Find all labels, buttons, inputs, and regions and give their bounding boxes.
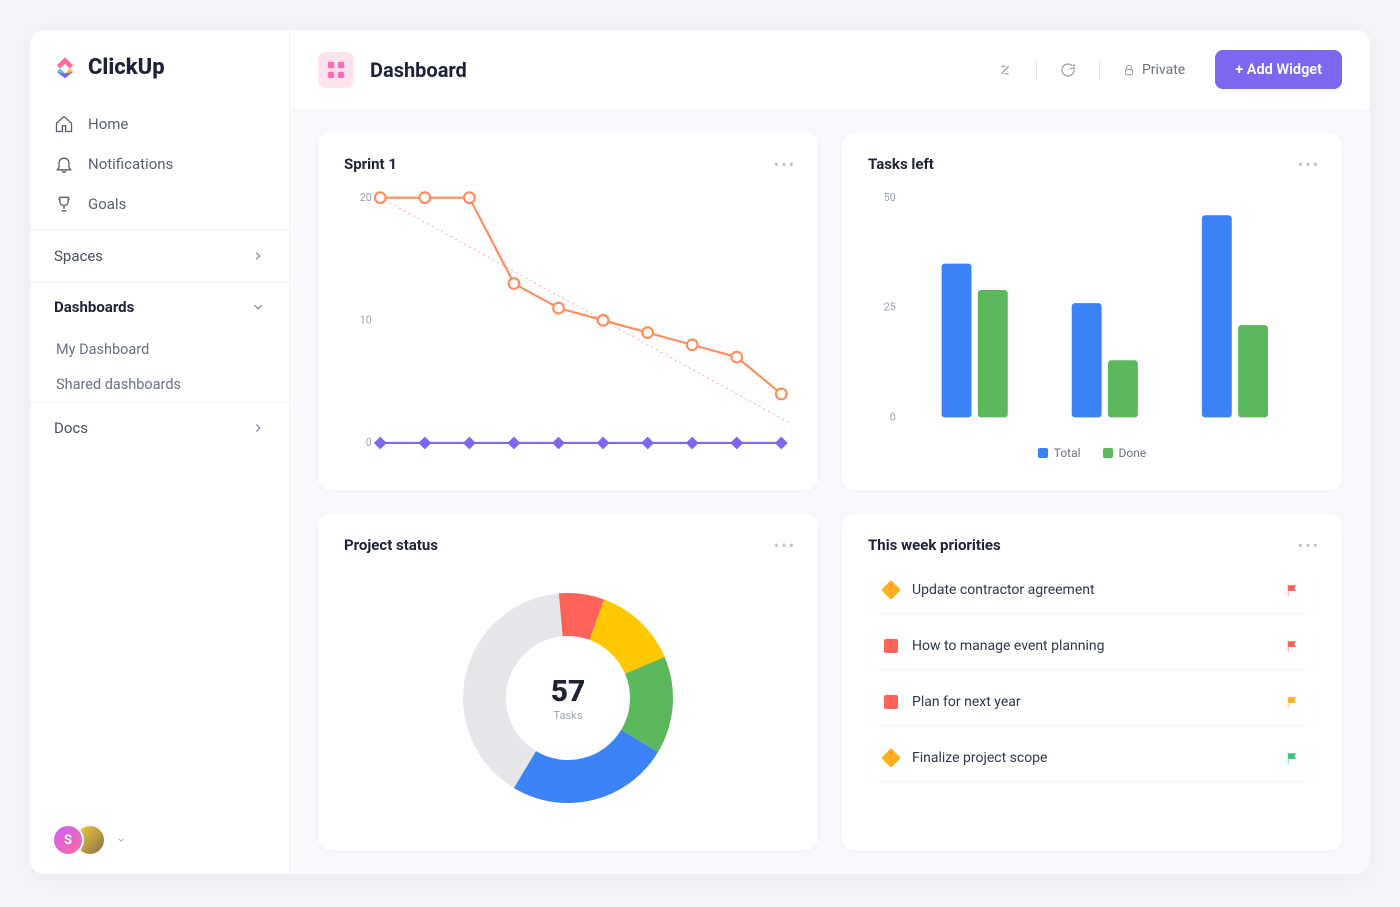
sidebar-item-goals[interactable]: Goals: [30, 184, 289, 224]
priority-marker-icon: [884, 639, 898, 653]
priority-text: Finalize project scope: [912, 750, 1271, 766]
priority-text: Plan for next year: [912, 694, 1271, 710]
svg-text:0: 0: [366, 436, 372, 449]
chevron-right-icon: [251, 249, 265, 263]
sidebar-item-label: Notifications: [88, 155, 173, 173]
legend-item: Total: [1038, 446, 1081, 460]
dashboard-grid: ••• Sprint 1 0 10 20 ••• Tasks left 0 25 50 …: [290, 109, 1370, 874]
svg-text:25: 25: [884, 301, 896, 314]
sidebar-item-notifications[interactable]: Notifications: [30, 144, 289, 184]
section-label: Dashboards: [54, 298, 134, 316]
donut-wrap: 57 Tasks: [344, 568, 792, 828]
brand-name: ClickUp: [88, 55, 165, 80]
card-menu-icon[interactable]: •••: [1298, 155, 1320, 174]
trophy-icon: [54, 194, 74, 214]
chevron-down-icon: [251, 300, 265, 314]
sidebar-section-head-spaces[interactable]: Spaces: [30, 231, 289, 281]
svg-text:20: 20: [360, 191, 372, 204]
sidebar-section-head-docs[interactable]: Docs: [30, 403, 289, 453]
card-tasks-left: ••• Tasks left 0 25 50 Total Done: [842, 133, 1342, 490]
card-title: This week priorities: [868, 536, 1316, 554]
chevron-right-icon: [251, 421, 265, 435]
brand-logo[interactable]: ClickUp: [30, 30, 289, 98]
donut-center: 57 Tasks: [551, 674, 586, 722]
sidebar-section-docs: Docs: [30, 402, 289, 453]
section-label: Spaces: [54, 247, 103, 265]
flag-icon: [1285, 695, 1300, 710]
topbar: Dashboard Private + Add Widget: [290, 30, 1370, 109]
page-title: Dashboard: [370, 58, 467, 82]
donut-label: Tasks: [551, 709, 586, 722]
sidebar-item-home[interactable]: Home: [30, 104, 289, 144]
separator: [1036, 59, 1037, 81]
card-menu-icon[interactable]: •••: [774, 155, 796, 174]
bell-icon: [54, 154, 74, 174]
sidebar: ClickUp Home Notifications Goals Spaces: [30, 30, 290, 874]
sidebar-main-nav: Home Notifications Goals: [30, 98, 289, 230]
card-project-status: ••• Project status 57 Tasks: [318, 514, 818, 850]
card-title: Tasks left: [868, 155, 1316, 173]
priority-item[interactable]: Plan for next year: [868, 680, 1316, 724]
main-area: Dashboard Private + Add Widget ••• Sprin…: [290, 30, 1370, 874]
flag-icon: [1285, 639, 1300, 654]
priority-list: Update contractor agreement How to manage…: [868, 568, 1316, 780]
add-widget-button[interactable]: + Add Widget: [1215, 50, 1342, 89]
legend-swatch: [1103, 448, 1113, 458]
sidebar-section-head-dashboards[interactable]: Dashboards: [30, 282, 289, 332]
card-menu-icon[interactable]: •••: [1298, 536, 1320, 555]
legend-item: Done: [1103, 446, 1147, 460]
priority-item[interactable]: Update contractor agreement: [868, 568, 1316, 612]
sidebar-section-dashboards: Dashboards My Dashboard Shared dashboard…: [30, 281, 289, 402]
sidebar-user-footer[interactable]: S: [30, 806, 289, 874]
dashboard-grid-icon: [327, 61, 345, 79]
priority-text: How to manage event planning: [912, 638, 1271, 654]
expand-icon[interactable]: [996, 61, 1014, 79]
card-weekly-priorities: ••• This week priorities Update contract…: [842, 514, 1342, 850]
privacy-label: Private: [1142, 62, 1185, 78]
sprint-chart: 0 10 20: [344, 187, 792, 464]
clickup-logo-icon: [52, 54, 78, 80]
flag-icon: [1285, 583, 1300, 598]
priority-text: Update contractor agreement: [912, 582, 1271, 598]
card-sprint-burndown: ••• Sprint 1 0 10 20: [318, 133, 818, 490]
legend-swatch: [1038, 448, 1048, 458]
card-title: Sprint 1: [344, 155, 792, 173]
sidebar-subitem-shared-dashboards[interactable]: Shared dashboards: [30, 367, 289, 402]
sidebar-subitem-my-dashboard[interactable]: My Dashboard: [30, 332, 289, 367]
flag-icon: [1285, 751, 1300, 766]
caret-down-icon: [116, 835, 126, 845]
home-icon: [54, 114, 74, 134]
card-title: Project status: [344, 536, 792, 554]
refresh-icon[interactable]: [1059, 61, 1077, 79]
sidebar-section-spaces: Spaces: [30, 230, 289, 281]
priority-item[interactable]: How to manage event planning: [868, 624, 1316, 668]
svg-text:50: 50: [884, 191, 896, 204]
priority-item[interactable]: Finalize project scope: [868, 736, 1316, 780]
sidebar-item-label: Home: [88, 115, 128, 133]
sidebar-item-label: Goals: [88, 195, 126, 213]
tasks-legend: Total Done: [868, 446, 1316, 460]
donut-value: 57: [551, 674, 586, 709]
priority-marker-icon: [884, 695, 898, 709]
lock-icon: [1122, 63, 1136, 77]
tasks-left-chart: 0 25 50: [868, 187, 1316, 432]
svg-text:10: 10: [360, 314, 372, 327]
separator: [1099, 59, 1100, 81]
dashboard-icon-badge: [318, 52, 354, 88]
svg-text:0: 0: [890, 411, 896, 424]
privacy-indicator[interactable]: Private: [1122, 62, 1185, 78]
app-window: ClickUp Home Notifications Goals Spaces: [30, 30, 1370, 874]
priority-marker-icon: [881, 580, 901, 600]
card-menu-icon[interactable]: •••: [774, 536, 796, 555]
priority-marker-icon: [881, 748, 901, 768]
section-label: Docs: [54, 419, 88, 437]
